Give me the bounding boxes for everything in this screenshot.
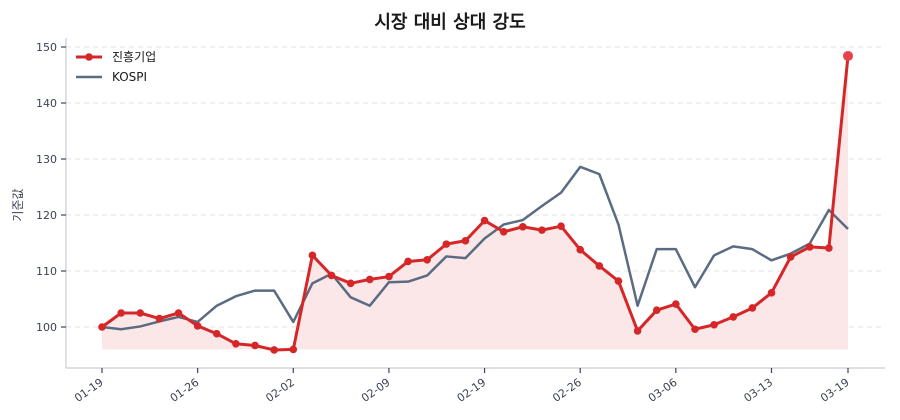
data-point-marker[interactable] (289, 345, 298, 354)
data-point-marker[interactable] (614, 277, 623, 285)
data-point-marker[interactable] (729, 313, 738, 321)
x-tick-label: 02-09 (359, 376, 393, 405)
chart-title: 시장 대비 상대 강도 (374, 12, 526, 33)
data-point-marker[interactable] (174, 309, 183, 317)
data-point-marker[interactable] (423, 255, 431, 264)
data-point-marker[interactable] (270, 346, 278, 354)
y-tick-label: 110 (36, 265, 57, 278)
y-tick-label: 140 (36, 97, 57, 110)
y-tick-label: 130 (36, 153, 57, 166)
data-point-marker[interactable] (519, 222, 527, 231)
data-point-marker[interactable] (155, 314, 164, 323)
data-point-marker[interactable] (404, 257, 412, 266)
x-tick-label: 02-02 (263, 376, 297, 405)
x-tick-label: 02-26 (550, 376, 584, 405)
x-tick-label: 03-13 (742, 376, 776, 405)
data-point-marker[interactable] (385, 272, 393, 281)
data-point-marker[interactable] (825, 244, 833, 252)
x-tick-label: 01-19 (72, 376, 106, 405)
area-fill (102, 55, 848, 350)
data-point-marker[interactable] (193, 322, 202, 330)
legend-label-kospi: KOSPI (112, 70, 147, 84)
y-tick-label: 100 (36, 321, 57, 334)
data-point-marker[interactable] (308, 251, 317, 260)
data-point-marker[interactable] (251, 341, 259, 350)
data-point-marker[interactable] (499, 228, 508, 236)
data-point-marker[interactable] (843, 50, 853, 61)
data-point-marker[interactable] (805, 243, 814, 251)
data-point-marker[interactable] (98, 323, 106, 331)
x-tick-label: 02-19 (455, 376, 489, 405)
data-point-marker[interactable] (691, 325, 699, 334)
data-point-marker[interactable] (232, 340, 240, 348)
data-point-marker[interactable] (767, 289, 776, 297)
y-tick-label: 120 (36, 209, 57, 222)
data-point-marker[interactable] (595, 262, 604, 270)
data-point-marker[interactable] (538, 226, 546, 234)
data-point-marker[interactable] (117, 309, 125, 317)
data-point-marker[interactable] (633, 327, 642, 335)
y-axis-label: 기준값 (11, 188, 25, 221)
data-point-marker[interactable] (461, 236, 470, 245)
x-tick-label: 03-19 (818, 376, 852, 405)
data-point-marker[interactable] (672, 300, 680, 308)
legend-label-stock: 진흥기업 (112, 50, 156, 64)
legend: 진흥기업 KOSPI (76, 50, 156, 84)
data-point-marker[interactable] (557, 222, 565, 230)
stock-line (101, 55, 850, 352)
y-tick-label: 150 (36, 41, 57, 54)
data-point-marker[interactable] (710, 320, 718, 329)
data-point-marker[interactable] (346, 279, 355, 288)
data-point-marker[interactable] (748, 304, 757, 312)
data-point-marker[interactable] (442, 240, 451, 248)
data-point-marker[interactable] (480, 216, 489, 225)
data-point-marker[interactable] (327, 271, 336, 280)
x-tick-label: 03-06 (646, 376, 680, 405)
data-point-marker[interactable] (212, 329, 221, 338)
data-point-marker[interactable] (576, 245, 585, 254)
kospi-line (101, 165, 849, 331)
data-point-marker[interactable] (136, 309, 145, 317)
data-point-marker[interactable] (652, 306, 661, 315)
x-tick-label: 01-26 (168, 376, 202, 405)
data-point-marker[interactable] (786, 253, 795, 261)
data-point-marker[interactable] (365, 275, 374, 284)
legend-marker-icon (85, 53, 93, 61)
